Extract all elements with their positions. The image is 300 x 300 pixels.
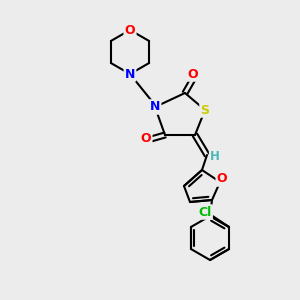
Text: N: N	[150, 100, 160, 113]
Text: O: O	[141, 133, 151, 146]
Text: O: O	[188, 68, 198, 80]
Text: S: S	[200, 103, 209, 116]
Text: N: N	[125, 68, 135, 80]
Text: O: O	[125, 23, 135, 37]
Text: Cl: Cl	[198, 206, 212, 218]
Text: H: H	[210, 151, 220, 164]
Text: O: O	[217, 172, 227, 185]
